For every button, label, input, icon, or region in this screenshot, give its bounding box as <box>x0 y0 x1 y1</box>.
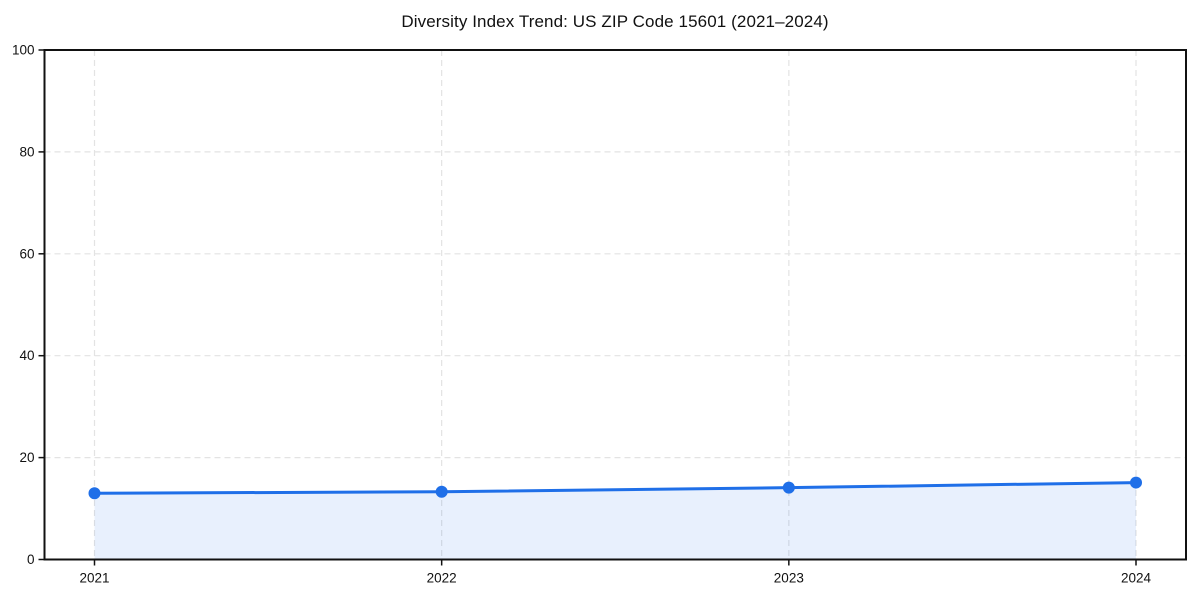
x-tick-label: 2023 <box>774 571 804 586</box>
series-area <box>94 482 1136 560</box>
y-tick-label: 80 <box>19 144 34 159</box>
x-tick-label: 2022 <box>427 571 457 586</box>
data-point-marker <box>1130 476 1142 489</box>
series-line <box>93 481 1138 495</box>
x-tick-label: 2024 <box>1121 571 1152 586</box>
data-point-marker <box>88 487 101 500</box>
x-tick-label: 2021 <box>79 571 109 586</box>
y-tick-label: 100 <box>12 43 35 58</box>
chart-title: Diversity Index Trend: US ZIP Code 15601… <box>401 12 829 31</box>
y-tick-label: 60 <box>19 246 34 261</box>
data-point-marker <box>435 485 448 498</box>
plot-frame <box>43 49 1187 561</box>
y-tick-label: 0 <box>27 552 35 567</box>
data-point-marker <box>782 481 795 494</box>
y-tick-label: 20 <box>19 450 34 465</box>
y-tick-label: 40 <box>19 348 34 363</box>
